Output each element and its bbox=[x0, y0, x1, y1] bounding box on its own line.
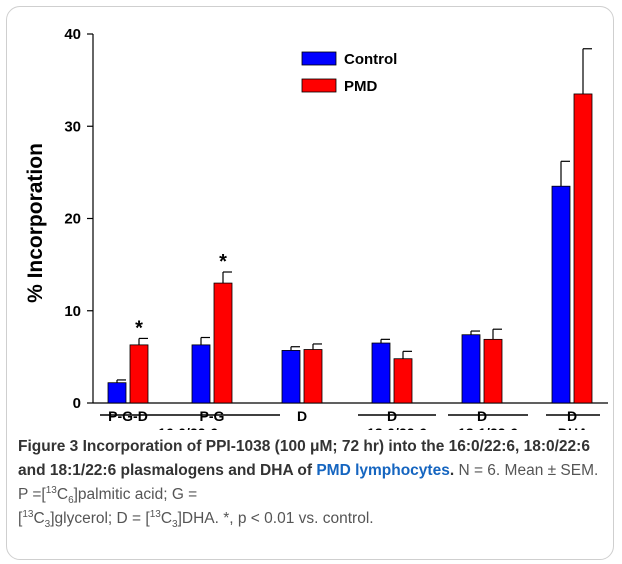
pmd-bar bbox=[213, 282, 233, 404]
significance-star: * bbox=[219, 251, 227, 273]
control-bar bbox=[281, 350, 301, 404]
caption-p-sub: 6 bbox=[68, 495, 74, 507]
chart-labels: * * P-G-D P-G D D D D 16:0/22:6 18:0/22:6 18:1/22:… bbox=[100, 251, 600, 430]
control-bar bbox=[371, 342, 391, 404]
caption-g-sub: 3 bbox=[44, 519, 51, 531]
pmd-bar bbox=[573, 93, 593, 404]
figure-panel bbox=[6, 6, 614, 560]
control-bar bbox=[551, 185, 571, 404]
caption-g-c: C bbox=[33, 510, 45, 527]
legend-swatch-control bbox=[301, 51, 337, 66]
chart-bars bbox=[107, 48, 593, 404]
caption-p-iso: 13 bbox=[45, 484, 57, 496]
category-label: D bbox=[387, 408, 397, 424]
caption-p-name: ]palmitic acid; G = bbox=[73, 486, 198, 503]
category-label: D bbox=[297, 408, 307, 424]
caption-n: N = 6. Mean ± SEM. P =[ bbox=[18, 462, 599, 503]
legend-label-pmd: PMD bbox=[344, 78, 378, 95]
group-label: DHA bbox=[558, 425, 588, 430]
pmd-bar bbox=[483, 338, 503, 404]
category-label: P-G bbox=[200, 408, 225, 424]
legend-swatch-pmd bbox=[301, 78, 337, 93]
pmd-bar bbox=[129, 344, 149, 404]
caption-title: Incorporation of PPI-1038 (100 μM; 72 hr… bbox=[18, 438, 590, 479]
y-axis-label: % Incorporation bbox=[24, 143, 47, 303]
legend: Control PMD bbox=[301, 51, 397, 95]
caption-g-name: ]glycerol; D = [ bbox=[50, 510, 150, 527]
figure-caption: Figure 3 Incorporation of PPI-1038 (100 … bbox=[18, 435, 604, 531]
bar-chart: 0 10 20 30 40 * * P-G-D P-G D D D D 16:0/22:6 18:0/22… bbox=[24, 26, 608, 430]
category-label: D bbox=[567, 408, 577, 424]
control-bar bbox=[461, 334, 481, 404]
caption-g-iso: 13 bbox=[22, 508, 34, 520]
y-tick-label: 30 bbox=[64, 118, 81, 135]
caption-title-end: . bbox=[449, 462, 455, 479]
control-bar bbox=[191, 344, 211, 404]
pmd-bar bbox=[303, 349, 323, 404]
control-bar bbox=[107, 382, 127, 404]
caption-d-name: ]DHA. *, p < 0.01 vs. control. bbox=[177, 510, 374, 527]
caption-g-open: [ bbox=[18, 510, 23, 527]
legend-label-control: Control bbox=[344, 51, 397, 68]
pmd-bar bbox=[393, 358, 413, 404]
group-label: 18:0/22:6 bbox=[367, 425, 427, 430]
y-tick-label: 20 bbox=[64, 211, 81, 228]
caption-p-c: C bbox=[56, 486, 69, 503]
caption-figure-label: Figure 3 bbox=[18, 438, 79, 455]
y-tick-label: 40 bbox=[64, 26, 81, 43]
y-tick-label: 10 bbox=[64, 303, 81, 320]
caption-d-sub: 3 bbox=[172, 519, 178, 531]
category-label: P-G-D bbox=[108, 408, 148, 424]
significance-star: * bbox=[135, 317, 143, 339]
caption-d-c: C bbox=[160, 510, 173, 527]
y-tick-label: 0 bbox=[73, 395, 81, 412]
group-label: 16:0/22:6 bbox=[158, 425, 218, 430]
caption-d-iso: 13 bbox=[149, 508, 161, 520]
chart-axes: 0 10 20 30 40 bbox=[64, 26, 608, 412]
group-label: 18:1/22:6 bbox=[458, 425, 518, 430]
caption-title-link[interactable]: PMD lymphocytes bbox=[316, 462, 450, 479]
category-label: D bbox=[477, 408, 487, 424]
